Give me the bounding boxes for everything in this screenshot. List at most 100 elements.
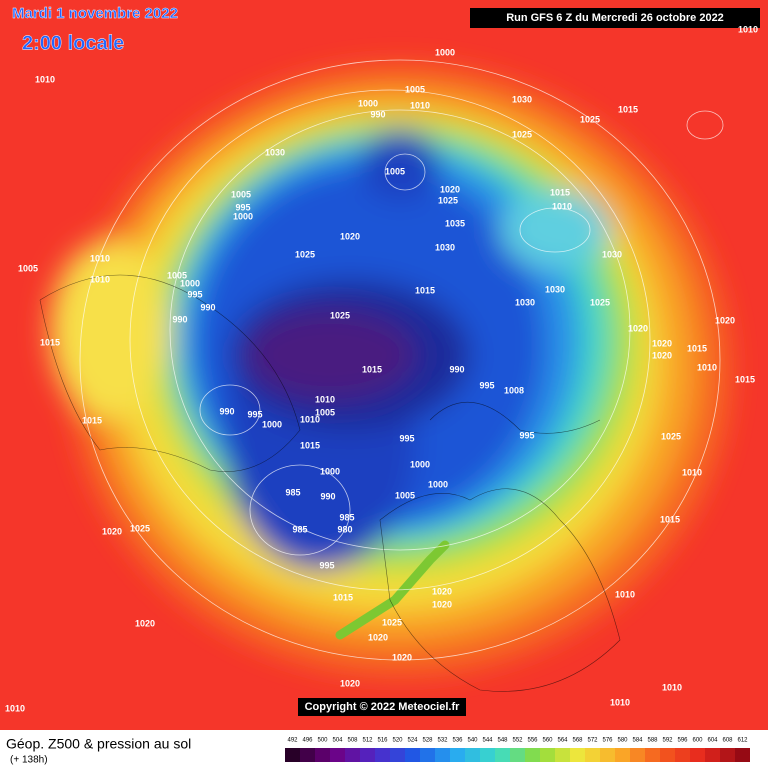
isobar-label: 1025: [438, 195, 458, 205]
isobar-label: 985: [292, 524, 307, 534]
isobar-label: 1025: [130, 523, 150, 533]
scale-label: 564: [557, 738, 568, 744]
isobar-label: 1005: [395, 490, 415, 500]
isobar-label: 995: [247, 409, 262, 419]
isobar-label: 1030: [265, 147, 285, 157]
isobar-label: 1010: [610, 697, 630, 707]
isobar-label: 1015: [362, 364, 382, 374]
isobar-label: 1020: [440, 184, 460, 194]
isobar-label: 1030: [435, 242, 455, 252]
isobar-label: 1005: [167, 270, 187, 280]
scale-label: 560: [542, 738, 553, 744]
scale-label: 596: [677, 738, 688, 744]
isobar-label: 1000: [428, 479, 448, 489]
scale-label: 520: [392, 738, 403, 744]
scale-label: 580: [617, 738, 628, 744]
isobar-label: 1015: [40, 337, 60, 347]
isobar-label: 995: [187, 289, 202, 299]
scale-label: 528: [422, 738, 433, 744]
scale-swatch: [570, 748, 585, 762]
isobar-label: 1020: [340, 678, 360, 688]
isobar-label: 1025: [661, 431, 681, 441]
isobar-label: 995: [399, 433, 414, 443]
isobar-label: 1010: [615, 589, 635, 599]
scale-label: 568: [572, 738, 583, 744]
scale-swatch: [525, 748, 540, 762]
isobar-label: 1020: [340, 231, 360, 241]
scale-swatch: [285, 748, 300, 762]
isobar-label: 1015: [82, 415, 102, 425]
isobar-label: 1005: [405, 84, 425, 94]
isobar-label: 1020: [432, 599, 452, 609]
isobar-label: 1010: [35, 74, 55, 84]
scale-swatch: [675, 748, 690, 762]
isobar-label: 1010: [697, 362, 717, 372]
scale-swatch: [600, 748, 615, 762]
scale-swatch: [360, 748, 375, 762]
isobar-label: 1020: [652, 350, 672, 360]
isobar-label: 1015: [618, 104, 638, 114]
scale-swatch: [465, 748, 480, 762]
scale-label: 544: [482, 738, 493, 744]
isobar-label: 1015: [415, 285, 435, 295]
scale-swatch: [735, 748, 750, 762]
scale-label: 540: [467, 738, 478, 744]
scale-swatch: [420, 748, 435, 762]
scale-label: 588: [647, 738, 658, 744]
scale-label: 552: [512, 738, 523, 744]
isobar-label: 1030: [545, 284, 565, 294]
isobar-label: 1025: [512, 129, 532, 139]
scale-label: 508: [347, 738, 358, 744]
run-box: [470, 8, 760, 28]
isobar-label: 995: [519, 430, 534, 440]
scale-label: 584: [632, 738, 643, 744]
isobar-label: 995: [235, 202, 250, 212]
isobar-label: 1000: [358, 98, 378, 108]
isobar-label: 1015: [660, 514, 680, 524]
isobar-label: 1015: [333, 592, 353, 602]
scale-label: 592: [662, 738, 673, 744]
scale-label: 548: [497, 738, 508, 744]
scale-swatch: [300, 748, 315, 762]
height-field: [50, 65, 730, 675]
scale-label: 556: [527, 738, 538, 744]
scale-swatch: [510, 748, 525, 762]
scale-label: 612: [737, 738, 748, 744]
isobar-label: 985: [339, 512, 354, 522]
isobar-label: 990: [320, 491, 335, 501]
isobar-label: 1025: [382, 617, 402, 627]
scale-label: 576: [602, 738, 613, 744]
scale-swatch: [615, 748, 630, 762]
scale-swatch: [495, 748, 510, 762]
isobar-label: 1020: [652, 338, 672, 348]
isobar-label: 1000: [262, 419, 282, 429]
scale-swatch: [390, 748, 405, 762]
isobar-label: 1000: [233, 211, 253, 221]
isobar-label: 995: [319, 560, 334, 570]
isobar-label: 990: [370, 109, 385, 119]
isobar-label: 1020: [102, 526, 122, 536]
isobar-label: 985: [285, 487, 300, 497]
scale-swatch: [345, 748, 360, 762]
scale-label: 572: [587, 738, 598, 744]
copyright-box: [298, 698, 466, 716]
isobar-label: 1005: [385, 166, 405, 176]
isobar-label: 1010: [5, 703, 25, 713]
scale-swatch: [330, 748, 345, 762]
isobar-label: 1005: [18, 263, 38, 273]
scale-label: 608: [722, 738, 733, 744]
isobar-label: 1010: [90, 253, 110, 263]
local-time: 2:00 locale: [22, 32, 124, 54]
isobar-label: 1010: [300, 414, 320, 424]
scale-label: 496: [302, 738, 313, 744]
scale-swatch: [720, 748, 735, 762]
color-scale: 492 496 500 504 508 512 516 520 524 528 532 536 540 5…: [285, 738, 750, 762]
isobar-label: 1035: [445, 218, 465, 228]
isobars: [79, 59, 724, 661]
coastlines: [39, 274, 621, 692]
isobar-label: 1020: [432, 586, 452, 596]
scale-swatch: [435, 748, 450, 762]
isobar-label: 1010: [410, 100, 430, 110]
